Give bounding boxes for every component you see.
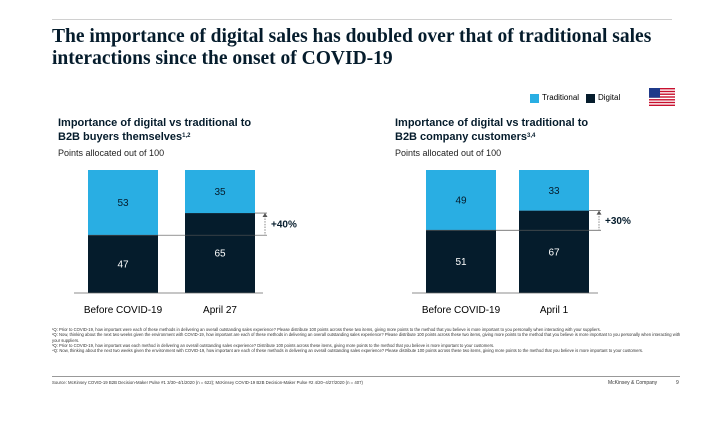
top-rule [52, 19, 672, 20]
brand-name: McKinsey & Company [608, 380, 658, 386]
bar-digital-2-2 [519, 210, 589, 293]
chart-1-subtitle: Points allocated out of 100 [58, 148, 165, 158]
data-label-digital-2-1: 51 [455, 257, 467, 268]
data-label-digital-2-2: 67 [548, 247, 560, 258]
data-label-traditional-2-1: 49 [455, 196, 467, 207]
data-label-traditional-1-1: 53 [117, 198, 129, 209]
legend-label-traditional: Traditional [542, 93, 580, 102]
footnote-3: ³Q: Prior to COVID-19, how important was… [52, 342, 495, 348]
chart-2-subtitle: Points allocated out of 100 [395, 148, 502, 158]
category-label-2-1: Before COVID-19 [422, 305, 501, 316]
data-label-digital-1-2: 65 [214, 249, 226, 260]
change-arrow-1 [262, 213, 268, 218]
chart-2-title: Importance of digital vs traditional to … [395, 117, 589, 143]
bar-traditional-2-1 [426, 170, 496, 231]
bar-digital-1-2 [185, 213, 255, 293]
us-flag-icon [649, 88, 675, 106]
data-label-traditional-2-2: 33 [548, 186, 560, 197]
legend-item-digital: Digital [586, 93, 620, 103]
footnote-4: ⁴Q: Now, thinking about the next two wee… [52, 348, 644, 354]
category-label-1-1: Before COVID-19 [84, 305, 163, 316]
change-arrow-2 [596, 210, 602, 215]
bar-digital-2-1 [426, 230, 496, 293]
bar-digital-1-1 [88, 235, 158, 293]
source-note: Source: McKinsey COVID-19 B2B Decision-M… [52, 380, 363, 385]
footnotes: ¹Q: Prior to COVID-19, how important wer… [52, 327, 682, 353]
change-label-2: +30% [605, 216, 631, 227]
data-label-digital-1-1: 47 [117, 260, 129, 271]
chart-1-title: Importance of digital vs traditional to … [58, 117, 252, 143]
bar-traditional-2-2 [519, 170, 589, 211]
footnote-2: ²Q: Now, thinking about the next two wee… [52, 332, 681, 343]
charts-canvas: 47 53 Before COVID-19 65 35 April 27 +40% 51 49 B… [74, 170, 631, 316]
page-title: The importance of digital sales has doub… [52, 26, 652, 69]
data-label-traditional-1-2: 35 [214, 187, 226, 198]
footnote-1: ¹Q: Prior to COVID-19, how important wer… [52, 327, 601, 332]
category-label-1-2: April 27 [203, 305, 237, 316]
legend-swatch-traditional [530, 93, 539, 103]
bar-traditional-1-1 [88, 170, 158, 236]
footer-rule [52, 376, 680, 377]
category-label-2-2: April 1 [540, 305, 569, 316]
legend-item-traditional: Traditional [530, 93, 579, 103]
legend-swatch-digital [586, 93, 595, 103]
change-label-1: +40% [271, 220, 297, 231]
page-number: 9 [676, 380, 679, 386]
legend-label-digital: Digital [598, 93, 621, 102]
bar-traditional-1-2 [185, 170, 255, 214]
